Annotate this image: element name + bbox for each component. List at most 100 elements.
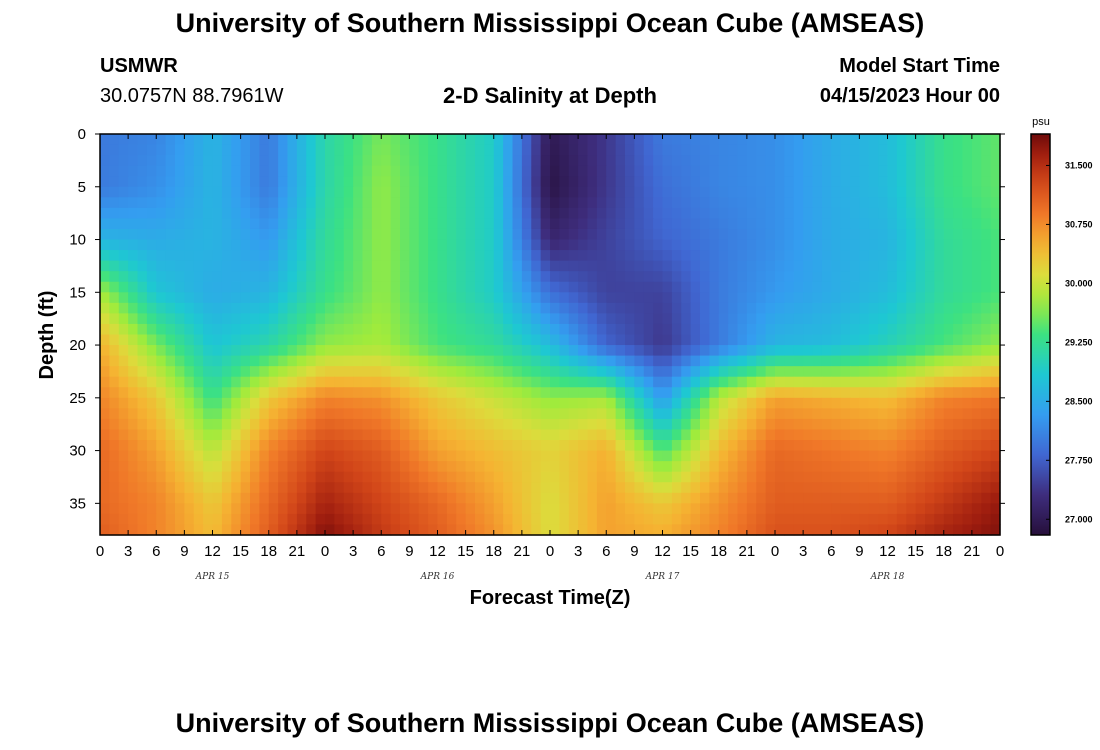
heatmap-cell <box>325 323 335 336</box>
heatmap-cell <box>737 450 748 462</box>
heatmap-cell <box>681 302 692 314</box>
heatmap-cell <box>268 176 279 188</box>
heatmap-cell <box>990 239 1001 251</box>
heatmap-cell <box>596 366 607 378</box>
heatmap-cell <box>240 450 251 462</box>
heatmap-cell <box>287 176 298 188</box>
heatmap-cell <box>746 461 757 473</box>
heatmap-cell <box>690 239 701 251</box>
heatmap-cell <box>175 302 185 314</box>
heatmap-cell <box>521 355 532 367</box>
x-tick-label: 12 <box>429 543 446 560</box>
heatmap-cell <box>400 429 410 441</box>
heatmap-cell <box>296 302 307 314</box>
heatmap-cell <box>128 345 139 357</box>
heatmap-cell <box>531 440 542 452</box>
heatmap-cell <box>756 387 767 399</box>
heatmap-cell <box>175 197 185 209</box>
heatmap-cell <box>803 355 814 367</box>
heatmap-cell <box>990 408 1001 420</box>
heatmap-cell <box>268 197 279 209</box>
heatmap-cell <box>296 197 307 209</box>
heatmap-cell <box>812 239 823 251</box>
heatmap-cell <box>250 323 260 336</box>
heatmap-cell <box>868 271 879 283</box>
heatmap-cell <box>484 302 495 314</box>
heatmap-cell <box>343 260 354 272</box>
heatmap-cell <box>559 271 570 283</box>
heatmap-cell <box>184 260 195 272</box>
heatmap-cell <box>137 302 148 314</box>
heatmap-cell <box>231 207 242 220</box>
chart-subtitle: 2-D Salinity at Depth <box>443 83 657 108</box>
heatmap-cell <box>465 461 476 473</box>
heatmap-cell <box>765 345 776 357</box>
heatmap-cell <box>250 471 260 483</box>
heatmap-cell <box>981 197 992 209</box>
heatmap-cell <box>775 176 785 188</box>
heatmap-cell <box>587 313 598 325</box>
heatmap-cell <box>840 429 851 441</box>
heatmap-cell <box>559 492 570 504</box>
heatmap-cell <box>231 461 242 473</box>
heatmap-cell <box>859 418 870 431</box>
heatmap-cell <box>625 218 635 230</box>
heatmap-cell <box>325 313 335 325</box>
heatmap-cell <box>146 207 157 220</box>
heatmap-cell <box>362 471 373 483</box>
heatmap-cell <box>343 313 354 325</box>
heatmap-cell <box>240 440 251 452</box>
heatmap-cell <box>428 165 439 177</box>
heatmap-cell <box>512 250 523 262</box>
heatmap-cell <box>306 218 317 230</box>
heatmap-cell <box>700 503 710 515</box>
heatmap-cell <box>531 461 542 473</box>
heatmap-cell <box>165 376 176 388</box>
heatmap-cell <box>503 471 514 483</box>
heatmap-cell <box>971 376 982 388</box>
heatmap-cell <box>390 524 401 536</box>
heatmap-cell <box>625 492 635 504</box>
heatmap-cell <box>540 144 551 156</box>
heatmap-cell <box>128 144 139 156</box>
heatmap-cell <box>868 429 879 441</box>
heatmap-cell <box>690 292 701 304</box>
heatmap-cell <box>315 207 326 220</box>
heatmap-cell <box>681 397 692 409</box>
heatmap-cell <box>943 207 954 220</box>
heatmap-cell <box>728 176 739 188</box>
heatmap-cell <box>531 387 542 399</box>
heatmap-cell <box>531 513 542 526</box>
heatmap-cell <box>212 492 223 504</box>
heatmap-cell <box>390 165 401 177</box>
heatmap-cell <box>118 155 129 167</box>
heatmap-cell <box>109 366 120 378</box>
heatmap-cell <box>503 408 514 420</box>
heatmap-cell <box>512 239 523 251</box>
heatmap-cell <box>221 482 232 494</box>
heatmap-cell <box>531 228 542 241</box>
heatmap-cell <box>662 165 673 177</box>
heatmap-cell <box>615 503 626 515</box>
heatmap-cell <box>718 503 729 515</box>
heatmap-cell <box>128 186 139 198</box>
heatmap-cell <box>653 271 664 283</box>
heatmap-cell <box>371 176 382 188</box>
heatmap-cell <box>465 281 476 293</box>
heatmap-cell <box>821 165 832 177</box>
heatmap-cell <box>446 387 457 399</box>
heatmap-cell <box>334 345 345 357</box>
heatmap-cell <box>596 503 607 515</box>
heatmap-cell <box>850 302 860 314</box>
heatmap-cell <box>390 450 401 462</box>
heatmap-cell <box>381 186 392 198</box>
heatmap-cell <box>428 176 439 188</box>
heatmap-cell <box>915 471 926 483</box>
heatmap-cell <box>690 471 701 483</box>
heatmap-cell <box>100 461 110 473</box>
heatmap-cell <box>531 165 542 177</box>
heatmap-cell <box>878 461 889 473</box>
heatmap-cell <box>231 144 242 156</box>
heatmap-cell <box>165 207 176 220</box>
heatmap-cell <box>362 429 373 441</box>
